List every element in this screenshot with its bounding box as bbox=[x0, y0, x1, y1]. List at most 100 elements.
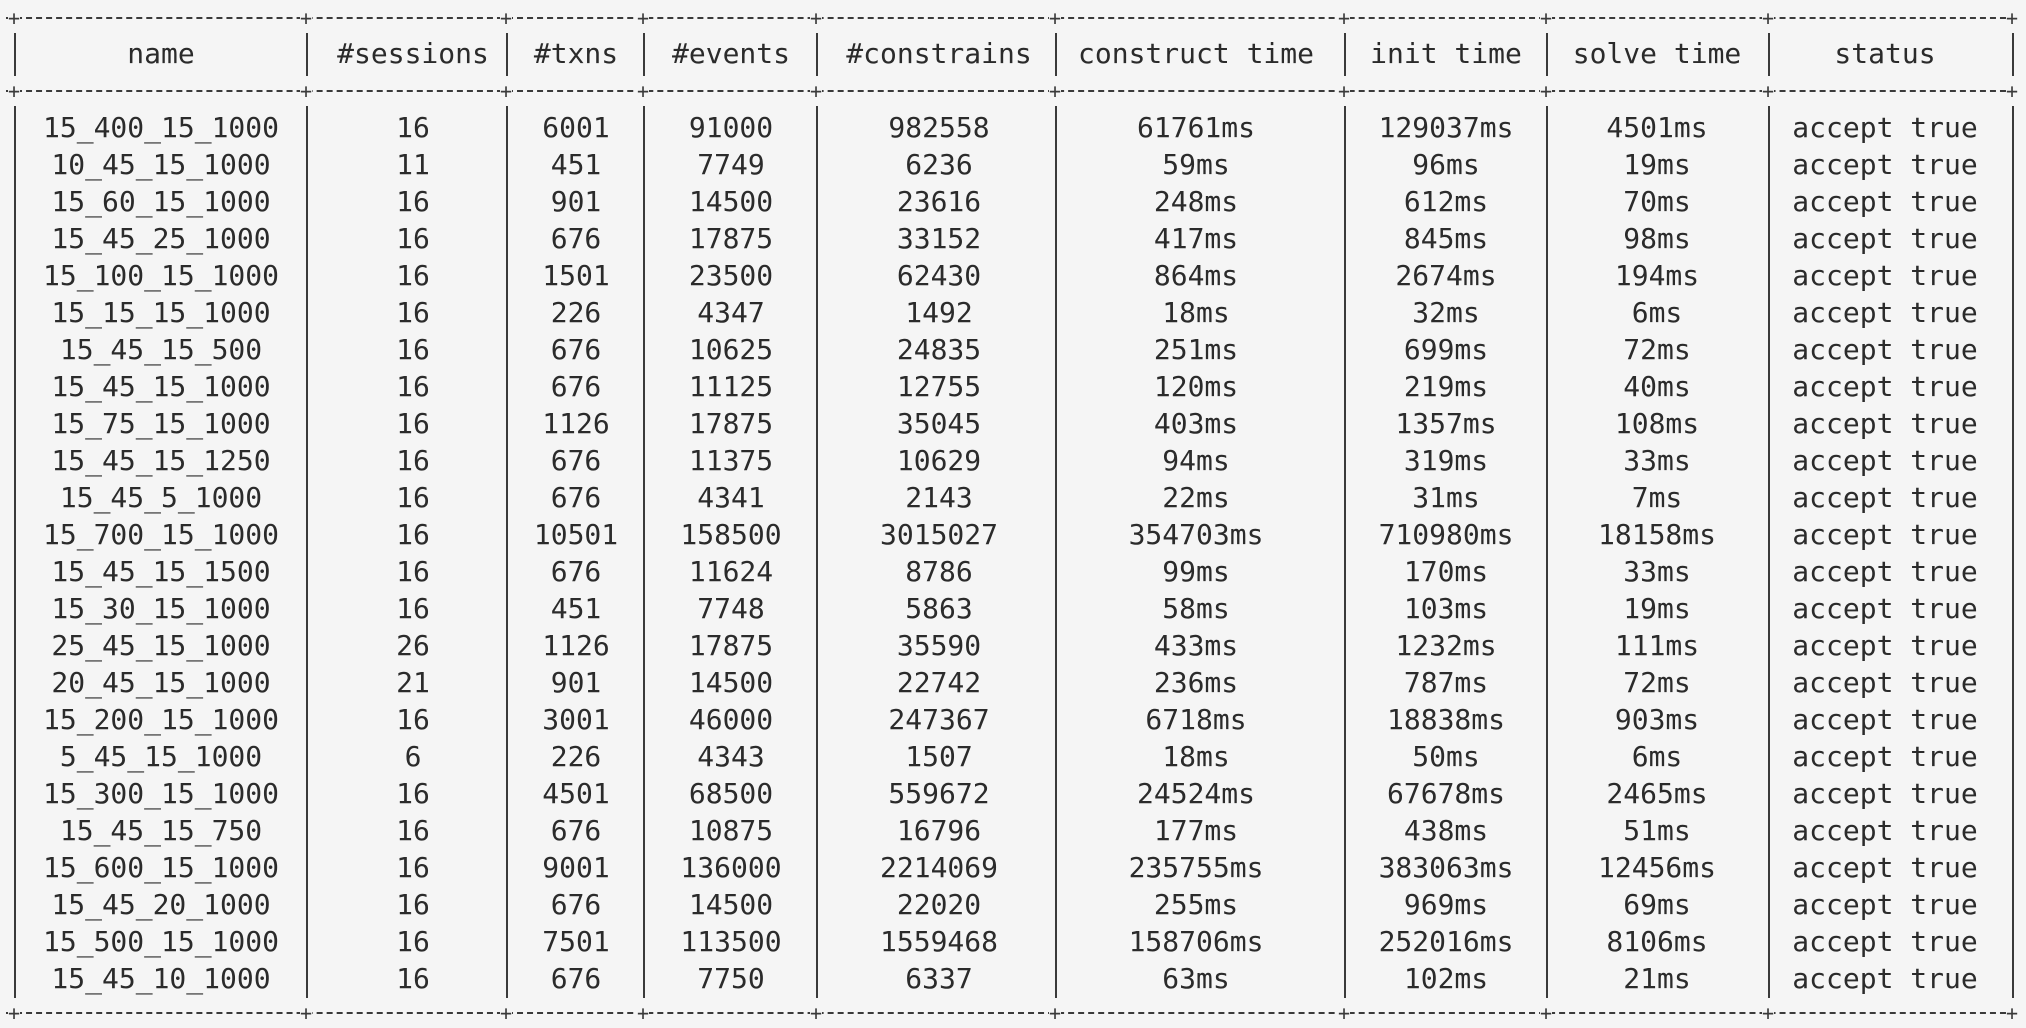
table-cell: 136000 bbox=[680, 851, 782, 884]
table-cell: 21ms bbox=[1623, 962, 1691, 995]
table-cell: 14500 bbox=[688, 888, 774, 921]
table-cell: 16 bbox=[396, 814, 430, 847]
table-cell: 96ms bbox=[1412, 148, 1480, 181]
rule-junction: + bbox=[8, 6, 21, 30]
table-cell: 17875 bbox=[688, 629, 774, 662]
column-separator bbox=[643, 106, 645, 998]
table-cell: 16 bbox=[396, 444, 430, 477]
table-cell: 158706ms bbox=[1128, 925, 1264, 958]
table-cell: 16 bbox=[396, 777, 430, 810]
table-cell: 15_600_15_1000 bbox=[42, 851, 280, 884]
column-separator bbox=[816, 33, 818, 76]
table-cell: 676 bbox=[550, 370, 602, 403]
table-cell: 108ms bbox=[1614, 407, 1700, 440]
table-cell: 676 bbox=[550, 222, 602, 255]
table-cell: 6 bbox=[404, 740, 422, 773]
table-cell: accept true bbox=[1792, 259, 1978, 292]
table-cell: accept true bbox=[1792, 518, 1978, 551]
table-cell: 33152 bbox=[896, 222, 982, 255]
header-separator: + + + + + + + + + + bbox=[6, 79, 2018, 103]
rule-junction: + bbox=[637, 6, 650, 30]
table-cell: 1559468 bbox=[879, 925, 999, 958]
table-cell: 16 bbox=[396, 888, 430, 921]
column-separator bbox=[306, 106, 308, 998]
table-cell: 11375 bbox=[688, 444, 774, 477]
table-cell: 6337 bbox=[905, 962, 973, 995]
table-cell: 16 bbox=[396, 962, 430, 995]
table-cell: 16796 bbox=[896, 814, 982, 847]
table-cell: accept true bbox=[1792, 962, 1978, 995]
table-cell: 612ms bbox=[1403, 185, 1489, 218]
column-header: name bbox=[127, 37, 195, 70]
table-cell: 15_45_5_1000 bbox=[59, 481, 263, 514]
table-cell: 32ms bbox=[1412, 296, 1480, 329]
table-cell: accept true bbox=[1792, 555, 1978, 588]
table-cell: 15_45_15_1250 bbox=[51, 444, 271, 477]
table-cell: 710980ms bbox=[1378, 518, 1514, 551]
table-cell: 129037ms bbox=[1378, 111, 1514, 144]
table-cell: 120ms bbox=[1153, 370, 1239, 403]
table-cell: 417ms bbox=[1153, 222, 1239, 255]
table-cell: 16 bbox=[396, 703, 430, 736]
table-cell: 4501 bbox=[542, 777, 610, 810]
rule-junction: + bbox=[8, 79, 21, 103]
table-cell: 10_45_15_1000 bbox=[51, 148, 271, 181]
table-cell: 1507 bbox=[905, 740, 973, 773]
column-separator bbox=[1055, 106, 1057, 998]
table-cell: 14500 bbox=[688, 666, 774, 699]
table-cell: 15_45_15_1500 bbox=[51, 555, 271, 588]
rule-junction: + bbox=[1049, 1001, 1062, 1025]
table-cell: 2143 bbox=[905, 481, 973, 514]
table-cell: 11 bbox=[396, 148, 430, 181]
table-cell: 2465ms bbox=[1606, 777, 1708, 810]
table-cell: 3001 bbox=[542, 703, 610, 736]
table-cell: 247367 bbox=[888, 703, 990, 736]
table-cell: 16 bbox=[396, 296, 430, 329]
table-cell: 111ms bbox=[1614, 629, 1700, 662]
table-cell: 15_400_15_1000 bbox=[42, 111, 280, 144]
table-cell: accept true bbox=[1792, 185, 1978, 218]
table-cell: 72ms bbox=[1623, 666, 1691, 699]
table-cell: 7748 bbox=[697, 592, 765, 625]
table-cell: 4341 bbox=[697, 481, 765, 514]
table-cell: 319ms bbox=[1403, 444, 1489, 477]
table-cell: 676 bbox=[550, 962, 602, 995]
table-cell: accept true bbox=[1792, 666, 1978, 699]
table-cell: 676 bbox=[550, 555, 602, 588]
table-cell: accept true bbox=[1792, 888, 1978, 921]
rule-junction: + bbox=[1338, 1001, 1351, 1025]
table-cell: 7501 bbox=[542, 925, 610, 958]
table-cell: 901 bbox=[550, 666, 602, 699]
table-cell: 61761ms bbox=[1136, 111, 1256, 144]
table-cell: 17875 bbox=[688, 222, 774, 255]
table-cell: 19ms bbox=[1623, 592, 1691, 625]
table-cell: 1501 bbox=[542, 259, 610, 292]
table-cell: 7ms bbox=[1631, 481, 1683, 514]
table-cell: 15_200_15_1000 bbox=[42, 703, 280, 736]
table-cell: 251ms bbox=[1153, 333, 1239, 366]
table-cell: 11624 bbox=[688, 555, 774, 588]
table-cell: 11125 bbox=[688, 370, 774, 403]
table-cell: 5863 bbox=[905, 592, 973, 625]
table-cell: 15_300_15_1000 bbox=[42, 777, 280, 810]
table-cell: 4343 bbox=[697, 740, 765, 773]
table-cell: 15_45_15_500 bbox=[59, 333, 263, 366]
rule-junction: + bbox=[1540, 1001, 1553, 1025]
column-separator bbox=[1055, 33, 1057, 76]
table-cell: 219ms bbox=[1403, 370, 1489, 403]
table-cell: 62430 bbox=[896, 259, 982, 292]
table-cell: 16 bbox=[396, 185, 430, 218]
table-cell: 33ms bbox=[1623, 444, 1691, 477]
table-cell: accept true bbox=[1792, 777, 1978, 810]
table-bottom-border: + + + + + + + + + + bbox=[6, 1001, 2018, 1025]
table-cell: 16 bbox=[396, 851, 430, 884]
table-cell: 67678ms bbox=[1386, 777, 1506, 810]
column-separator bbox=[2012, 106, 2014, 998]
table-cell: 23500 bbox=[688, 259, 774, 292]
table-cell: accept true bbox=[1792, 407, 1978, 440]
table-cell: 4347 bbox=[697, 296, 765, 329]
column-separator bbox=[1344, 33, 1346, 76]
table-cell: 40ms bbox=[1623, 370, 1691, 403]
table-cell: 864ms bbox=[1153, 259, 1239, 292]
